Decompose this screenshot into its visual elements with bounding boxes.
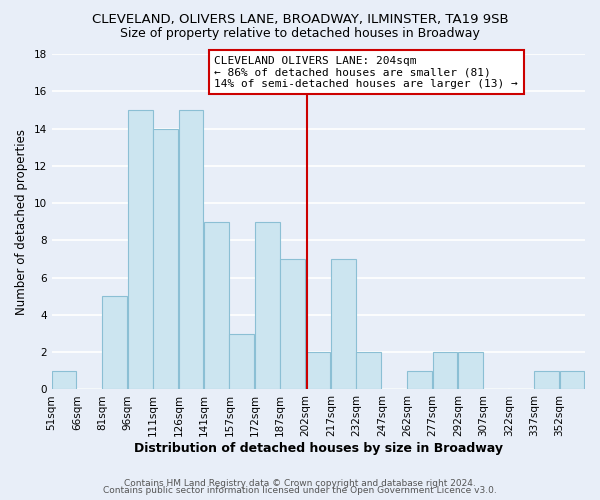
Bar [407,371,432,390]
Bar [356,352,381,390]
Text: Contains HM Land Registry data © Crown copyright and database right 2024.: Contains HM Land Registry data © Crown c… [124,478,476,488]
Text: Size of property relative to detached houses in Broadway: Size of property relative to detached ho… [120,28,480,40]
Text: CLEVELAND OLIVERS LANE: 204sqm
← 86% of detached houses are smaller (81)
14% of : CLEVELAND OLIVERS LANE: 204sqm ← 86% of … [214,56,518,89]
Text: Contains public sector information licensed under the Open Government Licence v3: Contains public sector information licen… [103,486,497,495]
Bar [458,352,483,390]
Text: CLEVELAND, OLIVERS LANE, BROADWAY, ILMINSTER, TA19 9SB: CLEVELAND, OLIVERS LANE, BROADWAY, ILMIN… [92,12,508,26]
Bar [534,371,559,390]
Bar [128,110,152,390]
Bar [153,128,178,390]
Bar [433,352,457,390]
Bar [331,259,356,390]
Bar [52,371,76,390]
Bar [103,296,127,390]
Bar [305,352,331,390]
Bar [179,110,203,390]
Bar [560,371,584,390]
Bar [229,334,254,390]
Bar [255,222,280,390]
X-axis label: Distribution of detached houses by size in Broadway: Distribution of detached houses by size … [134,442,503,455]
Bar [204,222,229,390]
Bar [280,259,305,390]
Y-axis label: Number of detached properties: Number of detached properties [15,128,28,314]
